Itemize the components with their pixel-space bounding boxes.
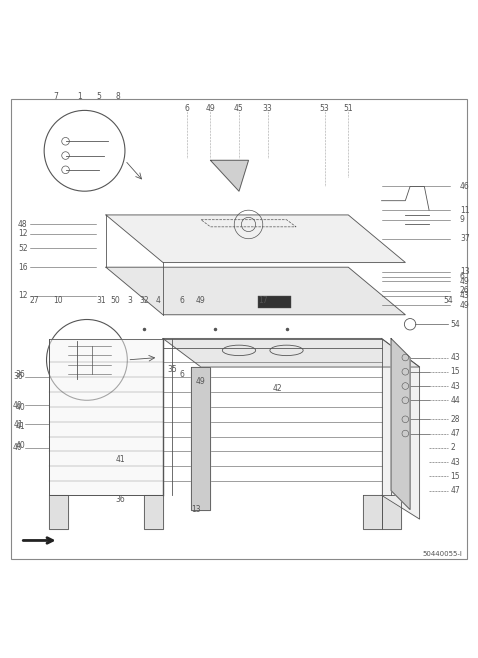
Text: 47: 47 bbox=[450, 486, 460, 495]
Text: 12: 12 bbox=[18, 230, 28, 238]
Text: 10: 10 bbox=[54, 296, 63, 305]
Polygon shape bbox=[381, 338, 420, 519]
Text: 40: 40 bbox=[13, 443, 23, 452]
FancyBboxPatch shape bbox=[258, 295, 291, 307]
Text: 15: 15 bbox=[450, 472, 460, 481]
Polygon shape bbox=[210, 161, 249, 191]
Text: 16: 16 bbox=[18, 263, 28, 272]
Polygon shape bbox=[106, 215, 405, 263]
Text: 43: 43 bbox=[450, 382, 460, 391]
Text: 36: 36 bbox=[115, 495, 125, 505]
Text: 53: 53 bbox=[320, 103, 329, 113]
Text: 45: 45 bbox=[234, 103, 244, 113]
Text: 50440055-I: 50440055-I bbox=[423, 551, 462, 557]
Polygon shape bbox=[49, 495, 68, 528]
Text: 11: 11 bbox=[460, 206, 469, 215]
Text: 6: 6 bbox=[180, 296, 185, 305]
Polygon shape bbox=[192, 367, 210, 509]
Text: 27: 27 bbox=[30, 296, 40, 305]
Text: 8: 8 bbox=[116, 91, 120, 101]
Text: 1: 1 bbox=[77, 91, 82, 101]
Text: 48: 48 bbox=[18, 220, 28, 229]
Text: 47: 47 bbox=[450, 429, 460, 438]
Text: 54: 54 bbox=[443, 296, 453, 305]
Polygon shape bbox=[391, 338, 410, 509]
Text: 49: 49 bbox=[206, 103, 216, 113]
Text: 46: 46 bbox=[460, 182, 470, 191]
Text: 54: 54 bbox=[450, 320, 460, 329]
Text: 49: 49 bbox=[196, 376, 206, 386]
Text: 6: 6 bbox=[180, 370, 185, 378]
Text: 32: 32 bbox=[139, 296, 149, 305]
Text: 40: 40 bbox=[15, 403, 25, 412]
Text: 36: 36 bbox=[13, 372, 23, 381]
Polygon shape bbox=[144, 495, 163, 528]
Text: 43: 43 bbox=[450, 457, 460, 467]
Text: 12: 12 bbox=[18, 291, 28, 300]
Text: 5: 5 bbox=[97, 91, 101, 101]
Text: 7: 7 bbox=[54, 91, 58, 101]
Text: 35: 35 bbox=[168, 365, 177, 374]
Text: 43: 43 bbox=[450, 353, 460, 362]
Text: 31: 31 bbox=[97, 296, 106, 305]
Text: 6: 6 bbox=[460, 272, 465, 281]
Text: 28: 28 bbox=[450, 415, 460, 424]
Text: 51: 51 bbox=[344, 103, 353, 113]
Polygon shape bbox=[163, 338, 420, 367]
Text: 37: 37 bbox=[460, 234, 470, 243]
Polygon shape bbox=[381, 495, 401, 528]
Text: 49: 49 bbox=[460, 277, 470, 286]
Text: 42: 42 bbox=[272, 384, 282, 393]
Text: 40: 40 bbox=[15, 441, 25, 450]
Text: 40: 40 bbox=[13, 401, 23, 409]
Text: 49: 49 bbox=[196, 296, 206, 305]
Text: 41: 41 bbox=[115, 455, 125, 464]
Text: 13: 13 bbox=[460, 267, 469, 276]
Text: 26: 26 bbox=[460, 286, 469, 295]
Text: 41: 41 bbox=[13, 420, 23, 428]
Polygon shape bbox=[362, 495, 381, 528]
Polygon shape bbox=[49, 338, 163, 495]
Text: 36: 36 bbox=[15, 370, 25, 378]
Text: 9: 9 bbox=[460, 215, 465, 224]
Text: 4: 4 bbox=[156, 296, 161, 305]
Text: 17: 17 bbox=[258, 296, 268, 305]
Text: 44: 44 bbox=[450, 395, 460, 405]
Text: 41: 41 bbox=[16, 422, 25, 431]
Text: 3: 3 bbox=[127, 296, 132, 305]
Text: 2: 2 bbox=[450, 443, 455, 452]
Text: 33: 33 bbox=[262, 103, 272, 113]
Text: 15: 15 bbox=[450, 367, 460, 376]
Text: 50: 50 bbox=[110, 296, 120, 305]
Text: 13: 13 bbox=[191, 505, 201, 514]
Text: 43: 43 bbox=[460, 291, 470, 300]
Text: 52: 52 bbox=[18, 243, 28, 253]
Polygon shape bbox=[106, 267, 405, 315]
Text: 49: 49 bbox=[460, 301, 470, 310]
Text: 6: 6 bbox=[185, 103, 189, 113]
